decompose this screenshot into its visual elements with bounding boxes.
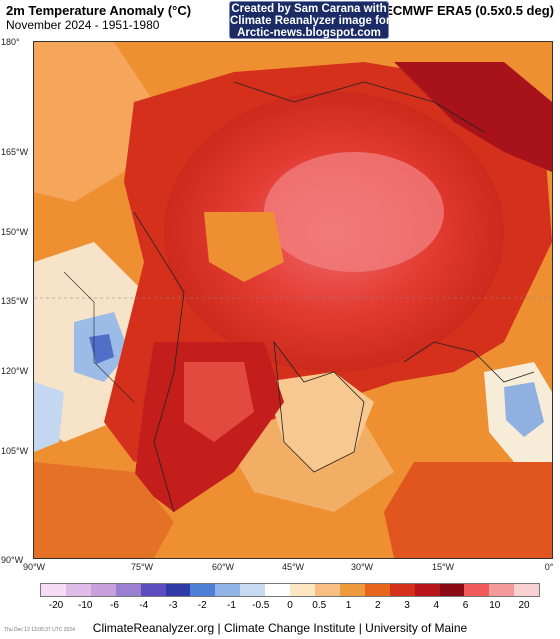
lon-label: 45°W bbox=[281, 562, 305, 572]
anomaly-map bbox=[33, 41, 553, 559]
legend-swatch bbox=[364, 584, 390, 596]
legend-label: -10 bbox=[78, 600, 93, 611]
credit-line-2: Climate Reanalyzer image for bbox=[230, 15, 391, 27]
lat-label: 105°W bbox=[1, 446, 29, 456]
coastline bbox=[233, 81, 485, 133]
legend-label: 10 bbox=[489, 600, 501, 611]
anomaly-region-cold-core bbox=[89, 334, 114, 364]
anomaly-region-moderate bbox=[204, 212, 284, 282]
lat-label: 135°W bbox=[1, 296, 29, 306]
lat-label: 165°W bbox=[1, 147, 29, 157]
legend-label: 3 bbox=[404, 600, 410, 611]
credit-line-3: Arctic-news.blogspot.com bbox=[237, 27, 381, 39]
anomaly-region-warm bbox=[34, 462, 174, 558]
footer-credit: ClimateReanalyzer.org | Climate Change I… bbox=[92, 621, 468, 635]
legend-swatch bbox=[115, 584, 141, 596]
legend-swatch bbox=[265, 584, 291, 596]
legend-swatch bbox=[140, 584, 166, 596]
anomaly-region-cold bbox=[504, 382, 544, 437]
legend-label: -1 bbox=[227, 600, 236, 611]
lon-label: 60°W bbox=[211, 562, 235, 572]
legend-swatch bbox=[439, 584, 465, 596]
legend-swatch bbox=[489, 584, 515, 596]
legend-swatch bbox=[240, 584, 266, 596]
legend-swatch bbox=[414, 584, 440, 596]
anomaly-region-dark-warm bbox=[394, 62, 552, 172]
legend-swatch bbox=[314, 584, 340, 596]
lat-label: 150°W bbox=[1, 227, 29, 237]
lat-label: 120°W bbox=[1, 366, 29, 376]
anomaly-region-greenland bbox=[264, 372, 374, 472]
legend-swatch bbox=[514, 584, 540, 596]
legend-label: 6 bbox=[462, 600, 469, 611]
anomaly-region-warm bbox=[184, 362, 254, 442]
lat-label: 90°W bbox=[1, 555, 24, 565]
anomaly-region-warm bbox=[384, 462, 552, 558]
legend-swatch bbox=[339, 584, 365, 596]
map-title: 2m Temperature Anomaly (°C) bbox=[6, 3, 192, 18]
legend-label: -20 bbox=[48, 600, 64, 611]
legend-label: -6 bbox=[110, 600, 119, 611]
legend-label: 2 bbox=[374, 600, 381, 611]
credit-line-1: Created by Sam Carana with bbox=[231, 3, 387, 15]
legend-label: 1 bbox=[345, 600, 352, 611]
legend-swatch bbox=[65, 584, 91, 596]
color-legend bbox=[40, 583, 540, 597]
legend-label: 0 bbox=[287, 600, 293, 611]
credit-banner: Created by Sam Carana with Climate Reana… bbox=[229, 1, 391, 39]
lon-label: 15°W bbox=[431, 562, 455, 572]
lon-label: 90°W bbox=[22, 562, 46, 572]
legend-swatch bbox=[190, 584, 216, 596]
legend-swatch bbox=[389, 584, 415, 596]
legend-labels: -20 -10 -6 -4 -3 -2 -1 -0.5 0 0.5 1 2 3 4 6 10 20 bbox=[40, 600, 540, 614]
legend-swatch bbox=[464, 584, 490, 596]
lat-label: 180° bbox=[1, 37, 20, 47]
coastline bbox=[133, 211, 185, 513]
legend-swatch bbox=[90, 584, 116, 596]
legend-label: 20 bbox=[518, 600, 530, 611]
legend-label: -3 bbox=[168, 600, 178, 611]
lon-label: 0° bbox=[544, 562, 554, 572]
dataset-label: ECMWF ERA5 (0.5x0.5 deg) bbox=[384, 3, 554, 18]
legend-label: 4 bbox=[433, 600, 440, 611]
legend-swatch bbox=[41, 584, 66, 596]
legend-label: -4 bbox=[139, 600, 149, 611]
lon-label: 75°W bbox=[130, 562, 154, 572]
legend-swatch bbox=[215, 584, 241, 596]
anomaly-map-graphic bbox=[34, 42, 552, 558]
map-subtitle: November 2024 - 1951-1980 bbox=[6, 18, 160, 32]
legend-label: 0.5 bbox=[312, 600, 327, 611]
coastline-greenland bbox=[273, 340, 365, 473]
lon-label: 30°W bbox=[350, 562, 374, 572]
timestamp: Thu Dec 12 13:05:37 UTC 2024 bbox=[4, 627, 75, 633]
anomaly-region-cold bbox=[34, 382, 64, 452]
coastline bbox=[403, 341, 535, 383]
legend-label: -2 bbox=[197, 600, 207, 611]
border-line bbox=[63, 271, 135, 403]
legend-swatch bbox=[165, 584, 191, 596]
legend-label: -0.5 bbox=[252, 600, 270, 611]
legend-swatch bbox=[290, 584, 315, 596]
anomaly-region-extreme bbox=[264, 152, 444, 272]
anomaly-region-light-orange bbox=[34, 42, 154, 202]
